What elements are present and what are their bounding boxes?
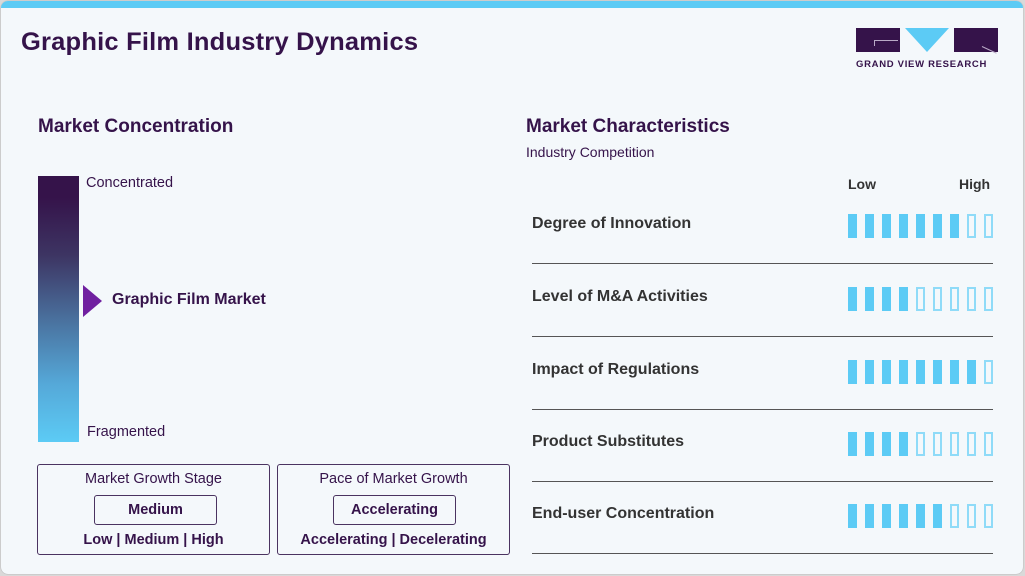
characteristic-label: Degree of Innovation bbox=[532, 215, 692, 232]
growth-stage-selected: Medium bbox=[94, 495, 217, 525]
page-title: Graphic Film Industry Dynamics bbox=[21, 28, 419, 56]
characteristic-rating bbox=[848, 504, 1001, 528]
rating-bar-empty-icon bbox=[933, 287, 942, 311]
rating-bar-empty-icon bbox=[967, 504, 976, 528]
characteristic-rating bbox=[848, 214, 1001, 238]
rating-bar-empty-icon bbox=[933, 432, 942, 456]
rating-bar-empty-icon bbox=[984, 214, 993, 238]
concentrated-label: Concentrated bbox=[86, 175, 174, 191]
characteristic-label: End-user Concentration bbox=[532, 505, 715, 522]
logo-g-tick bbox=[874, 40, 875, 46]
rating-bar-filled-icon bbox=[865, 504, 874, 528]
market-marker-arrow-icon bbox=[83, 285, 102, 317]
market-characteristics-heading: Market Characteristics bbox=[526, 116, 730, 137]
rating-bar-filled-icon bbox=[899, 360, 908, 384]
market-concentration-heading: Market Concentration bbox=[38, 116, 234, 137]
growth-stage-title: Market Growth Stage bbox=[85, 471, 222, 487]
rating-bar-filled-icon bbox=[899, 214, 908, 238]
rating-bar-empty-icon bbox=[984, 432, 993, 456]
rating-bar-filled-icon bbox=[848, 504, 857, 528]
rating-bar-filled-icon bbox=[916, 504, 925, 528]
rating-bar-empty-icon bbox=[967, 432, 976, 456]
rating-bar-filled-icon bbox=[882, 504, 891, 528]
rating-bar-filled-icon bbox=[933, 360, 942, 384]
characteristic-label: Impact of Regulations bbox=[532, 361, 700, 378]
rating-bar-empty-icon bbox=[967, 214, 976, 238]
rating-bar-filled-icon bbox=[848, 287, 857, 311]
rating-bar-filled-icon bbox=[899, 504, 908, 528]
pace-of-growth-box: Pace of Market Growth Accelerating Accel… bbox=[277, 464, 510, 555]
rating-bar-filled-icon bbox=[933, 214, 942, 238]
logo-g-line bbox=[874, 40, 898, 41]
rating-bar-filled-icon bbox=[865, 214, 874, 238]
rating-bar-empty-icon bbox=[950, 287, 959, 311]
accent-top-bar bbox=[1, 1, 1023, 8]
rating-bar-empty-icon bbox=[916, 287, 925, 311]
growth-pace-title: Pace of Market Growth bbox=[319, 471, 468, 487]
growth-pace-options: Accelerating | Decelerating bbox=[300, 532, 487, 548]
row-divider bbox=[532, 336, 993, 337]
rating-bar-filled-icon bbox=[865, 287, 874, 311]
logo-r-block-icon bbox=[954, 28, 998, 52]
rating-bar-empty-icon bbox=[984, 287, 993, 311]
rating-bar-filled-icon bbox=[882, 360, 891, 384]
rating-bar-filled-icon bbox=[933, 504, 942, 528]
rating-bar-filled-icon bbox=[848, 360, 857, 384]
row-divider bbox=[532, 263, 993, 264]
industry-competition-subtitle: Industry Competition bbox=[526, 144, 655, 160]
rating-bar-empty-icon bbox=[984, 504, 993, 528]
row-divider bbox=[532, 553, 993, 554]
rating-bar-filled-icon bbox=[848, 214, 857, 238]
market-marker-label: Graphic Film Market bbox=[112, 291, 266, 308]
rating-bar-empty-icon bbox=[967, 287, 976, 311]
grand-view-research-logo: GRAND VIEW RESEARCH bbox=[856, 28, 998, 73]
logo-v-triangle-icon bbox=[905, 28, 949, 52]
growth-pace-selected: Accelerating bbox=[333, 495, 456, 525]
rating-bar-filled-icon bbox=[967, 360, 976, 384]
row-divider bbox=[532, 481, 993, 482]
characteristic-rating bbox=[848, 432, 1001, 456]
rating-bar-filled-icon bbox=[882, 287, 891, 311]
growth-stage-options: Low | Medium | High bbox=[83, 532, 224, 548]
rating-bar-filled-icon bbox=[950, 360, 959, 384]
scale-low-label: Low bbox=[848, 176, 876, 192]
characteristic-label: Level of M&A Activities bbox=[532, 288, 708, 305]
characteristic-rating bbox=[848, 287, 1001, 311]
logo-text: GRAND VIEW RESEARCH bbox=[856, 59, 988, 70]
rating-bar-filled-icon bbox=[882, 214, 891, 238]
row-divider bbox=[532, 409, 993, 410]
rating-bar-filled-icon bbox=[882, 432, 891, 456]
rating-bar-empty-icon bbox=[950, 504, 959, 528]
characteristic-rating bbox=[848, 360, 1001, 384]
rating-bar-filled-icon bbox=[899, 432, 908, 456]
scale-high-label: High bbox=[959, 176, 991, 192]
market-growth-stage-box: Market Growth Stage Medium Low | Medium … bbox=[37, 464, 270, 555]
rating-bar-filled-icon bbox=[916, 214, 925, 238]
rating-bar-filled-icon bbox=[848, 432, 857, 456]
rating-bar-filled-icon bbox=[899, 287, 908, 311]
rating-bar-empty-icon bbox=[916, 432, 925, 456]
concentration-gradient-bar bbox=[38, 176, 79, 442]
rating-bar-filled-icon bbox=[865, 360, 874, 384]
rating-bar-filled-icon bbox=[916, 360, 925, 384]
rating-bar-filled-icon bbox=[950, 214, 959, 238]
rating-bar-filled-icon bbox=[865, 432, 874, 456]
rating-bar-empty-icon bbox=[984, 360, 993, 384]
rating-bar-empty-icon bbox=[950, 432, 959, 456]
characteristic-label: Product Substitutes bbox=[532, 433, 685, 450]
fragmented-label: Fragmented bbox=[87, 424, 166, 440]
